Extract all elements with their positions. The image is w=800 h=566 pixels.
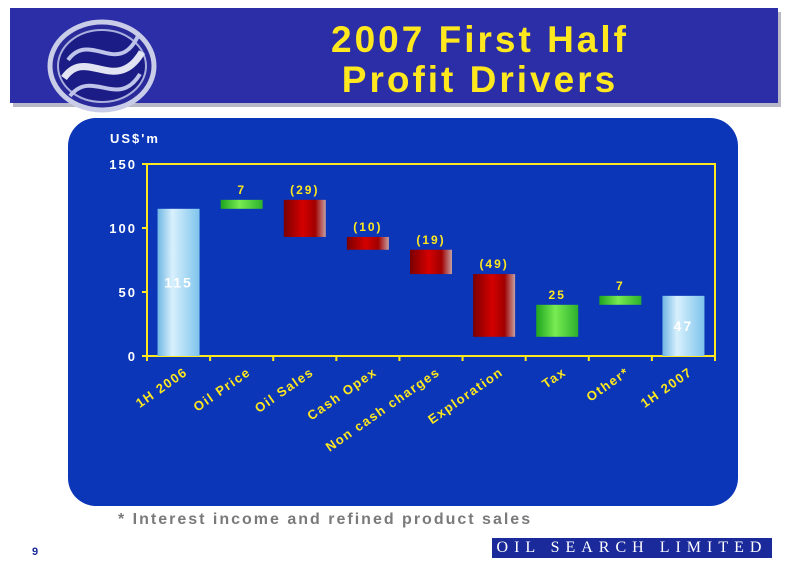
bar-exploration: [473, 274, 516, 337]
plot-frame: [146, 163, 716, 357]
data-label: (10): [353, 220, 382, 234]
data-label: 47: [674, 318, 694, 334]
data-label: 115: [164, 274, 193, 290]
bar-other: [599, 295, 642, 305]
x-tick-label: Oil Price: [191, 364, 254, 414]
data-label: (29): [290, 183, 319, 197]
bar-cash-opex: [346, 236, 389, 250]
data-label: 7: [237, 183, 246, 197]
bar-1h-2006: [157, 208, 200, 356]
page-number: 9: [32, 546, 39, 558]
brand-wordmark: OIL SEARCH LIMITED: [492, 538, 772, 558]
title-line-1: 2007 First Half: [331, 19, 629, 60]
y-tick-label: 50: [119, 285, 137, 300]
y-tick-label: 150: [109, 157, 137, 172]
bar-oil-sales: [283, 199, 326, 237]
x-tick-label: 1H 2007: [638, 364, 695, 411]
oil-search-logo-icon: [47, 19, 157, 113]
data-label: (49): [479, 257, 508, 271]
y-axis-title: US$'m: [110, 131, 160, 146]
page-title: 2007 First Half Profit Drivers: [200, 20, 760, 100]
bar-non-cash-charges: [410, 249, 452, 275]
x-tick-label: Tax: [539, 364, 569, 391]
x-tick-label: 1H 2006: [133, 364, 190, 411]
footnote: * Interest income and refined product sa…: [118, 511, 533, 528]
data-label: 7: [616, 279, 625, 293]
bar-tax: [536, 304, 579, 337]
y-tick-label: 0: [128, 349, 137, 364]
y-tick-label: 100: [109, 221, 137, 236]
title-line-2: Profit Drivers: [341, 59, 619, 100]
bar-1h-2007: [662, 295, 705, 356]
data-label: (19): [416, 233, 445, 247]
title-banner: 2007 First Half Profit Drivers: [10, 8, 778, 113]
x-tick-label: Other*: [584, 364, 633, 404]
data-label: 25: [549, 288, 566, 302]
bar-oil-price: [220, 199, 263, 209]
x-tick-label: Non cash charges: [323, 364, 443, 454]
